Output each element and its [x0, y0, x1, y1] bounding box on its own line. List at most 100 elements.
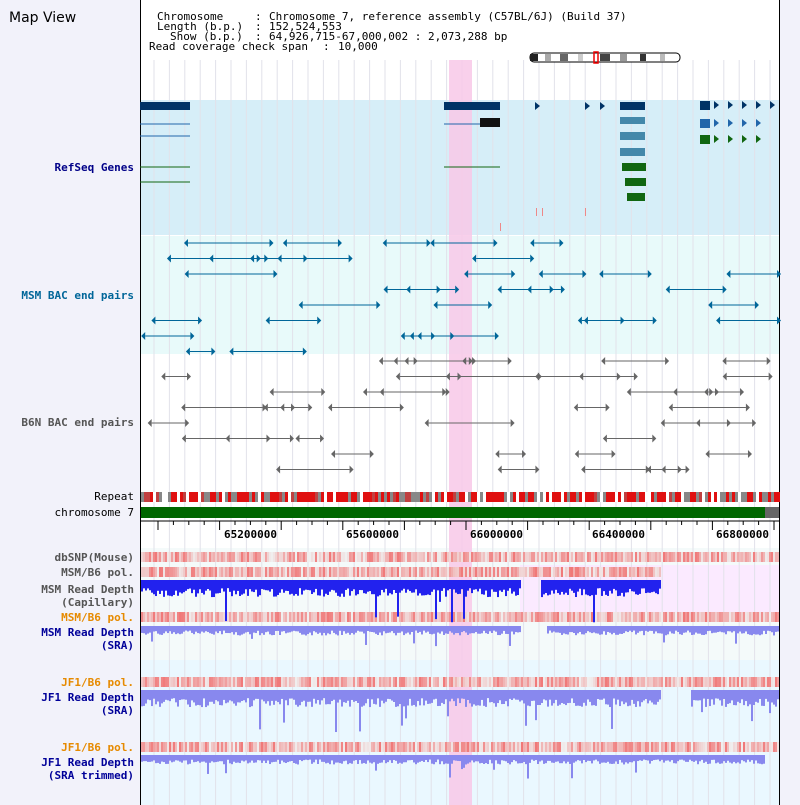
read-depth-bar [485, 580, 487, 591]
read-depth-bar [741, 626, 743, 634]
polymorphism-mark [521, 567, 523, 577]
read-depth-bar [457, 755, 459, 761]
polymorphism-mark [281, 552, 283, 562]
polymorphism-mark [439, 567, 441, 577]
read-depth-bar [667, 755, 669, 761]
read-depth-bar [455, 626, 457, 634]
polymorphism-mark [679, 552, 681, 562]
read-depth-bar [335, 580, 337, 593]
read-depth-bar [161, 580, 163, 591]
polymorphism-mark [335, 567, 337, 577]
read-depth-bar [257, 690, 259, 699]
polymorphism-mark [159, 552, 161, 562]
polymorphism-mark [163, 677, 165, 687]
polymorphism-mark [217, 612, 219, 622]
read-depth-bar [753, 690, 755, 705]
polymorphism-mark [537, 567, 539, 577]
polymorphism-mark [255, 742, 257, 752]
polymorphism-mark [257, 742, 259, 752]
polymorphism-mark [549, 612, 551, 622]
read-depth-bar [347, 690, 349, 701]
polymorphism-mark [241, 742, 243, 752]
read-depth-bar [179, 755, 181, 762]
repeat-mark [675, 492, 678, 502]
read-depth-bar [623, 580, 625, 597]
track-label-refseq[interactable]: RefSeq Genes [54, 161, 134, 174]
polymorphism-mark [657, 677, 659, 687]
read-depth-bar [145, 690, 147, 704]
polymorphism-mark [371, 567, 373, 577]
polymorphism-mark [313, 742, 315, 752]
read-depth-bar [363, 755, 365, 764]
polymorphism-mark [165, 552, 167, 562]
read-depth-bar [469, 755, 471, 763]
polymorphism-mark [649, 552, 651, 562]
polymorphism-mark [641, 567, 643, 577]
read-depth-bar [353, 580, 355, 590]
polymorphism-mark [257, 677, 259, 687]
polymorphism-mark [717, 552, 719, 562]
track-label-chromosome: chromosome 7 [54, 506, 134, 519]
polymorphism-mark [513, 552, 515, 562]
polymorphism-mark [459, 677, 461, 687]
polymorphism-mark [171, 612, 173, 622]
track-label-msm-bac[interactable]: MSM BAC end pairs [21, 289, 134, 302]
polymorphism-mark [681, 742, 683, 752]
polymorphism-mark [239, 612, 241, 622]
polymorphism-mark [325, 552, 327, 562]
polymorphism-mark [247, 567, 249, 577]
read-depth-bar [159, 755, 161, 764]
polymorphism-mark [161, 567, 163, 577]
polymorphism-mark [153, 552, 155, 562]
polymorphism-mark [637, 742, 639, 752]
polymorphism-mark [357, 742, 359, 752]
read-depth-bar [275, 626, 277, 632]
polymorphism-mark [607, 677, 609, 687]
polymorphism-mark [147, 742, 149, 752]
read-depth-bar [601, 755, 603, 763]
read-depth-bar [633, 580, 635, 592]
read-depth-bar [315, 626, 317, 633]
polymorphism-mark [381, 742, 383, 752]
bac-end-arrow [417, 332, 422, 340]
track-label-b6n-bac[interactable]: B6N BAC end pairs [21, 416, 134, 429]
read-depth-bar [607, 626, 609, 632]
polymorphism-mark [569, 552, 571, 562]
read-depth-bar [345, 580, 347, 590]
polymorphism-mark [363, 552, 365, 562]
polymorphism-mark [381, 552, 383, 562]
polymorphism-mark [509, 552, 511, 562]
polymorphism-mark [615, 567, 617, 577]
read-depth-bar [773, 690, 775, 705]
read-depth-bar [573, 690, 575, 704]
read-depth-bar [509, 690, 511, 699]
read-depth-bar [479, 690, 481, 706]
read-depth-bar [623, 690, 625, 705]
read-depth-bar [473, 580, 475, 590]
read-depth-bar [407, 580, 409, 590]
read-depth-bar [699, 755, 701, 762]
read-depth-bar [275, 755, 277, 762]
polymorphism-mark [201, 742, 203, 752]
polymorphism-mark [745, 552, 747, 562]
polymorphism-mark [391, 552, 393, 562]
repeat-mark [285, 492, 288, 502]
polymorphism-mark [297, 742, 299, 752]
polymorphism-mark [431, 567, 433, 577]
read-depth-bar [433, 755, 435, 765]
read-depth-bar [643, 626, 645, 636]
read-depth-bar [309, 580, 311, 591]
polymorphism-mark [599, 677, 601, 687]
polymorphism-mark [169, 742, 171, 752]
read-depth-bar [501, 755, 503, 761]
polymorphism-mark [145, 742, 147, 752]
polymorphism-mark [141, 677, 143, 687]
polymorphism-mark [265, 567, 267, 577]
read-depth-bar [717, 626, 719, 633]
read-depth-bar [621, 755, 623, 763]
polymorphism-mark [767, 677, 769, 687]
repeat-mark [663, 492, 666, 502]
repeat-mark [762, 492, 765, 502]
read-depth-bar [249, 626, 251, 635]
